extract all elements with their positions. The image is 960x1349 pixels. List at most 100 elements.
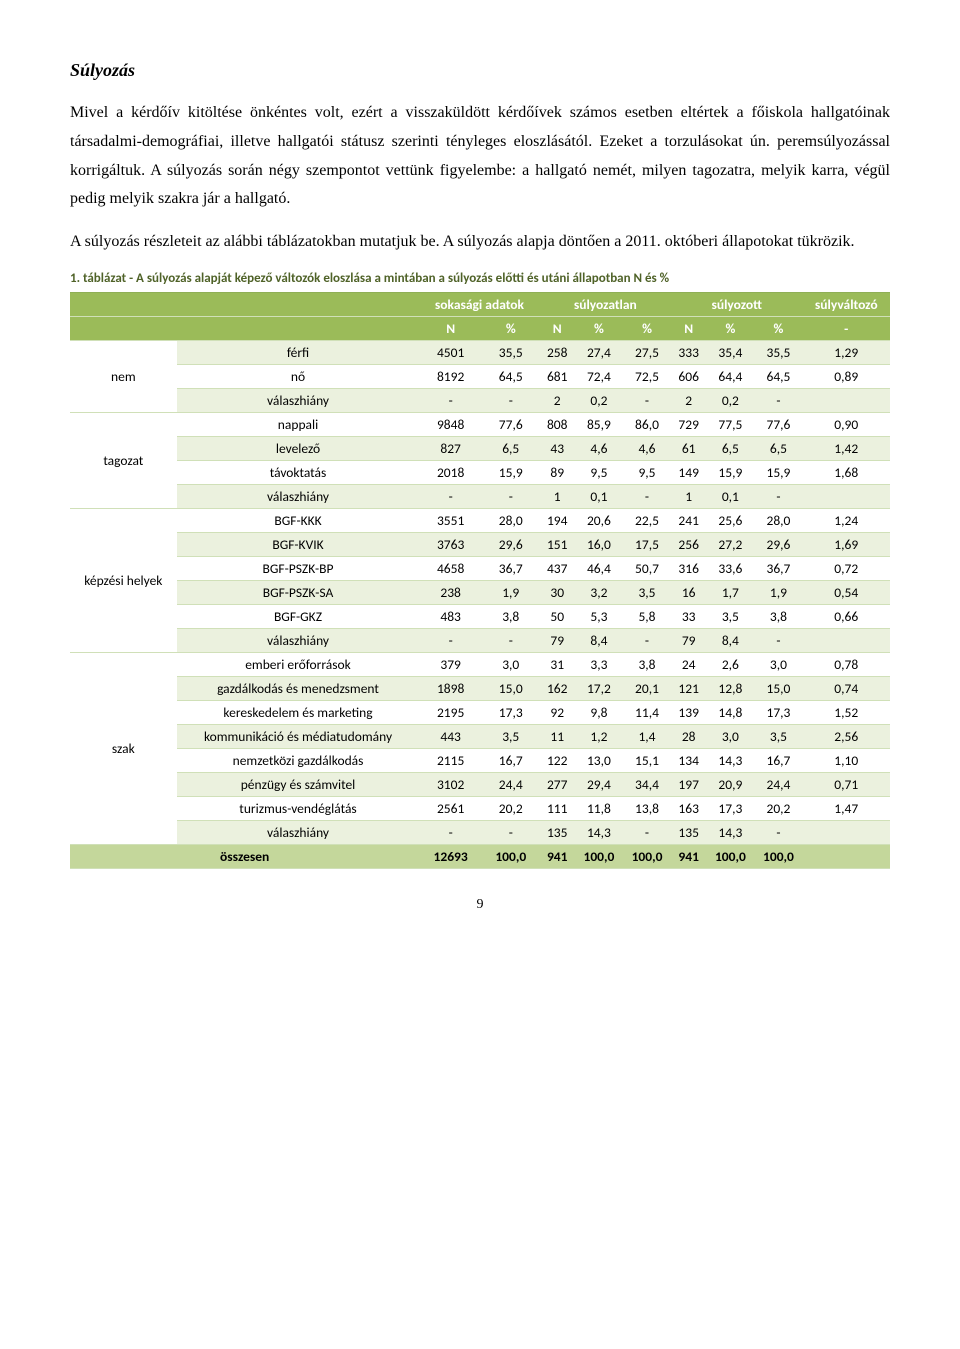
cell: 2561: [419, 796, 482, 820]
total-cell: 12693: [419, 844, 482, 868]
cell: 36,7: [482, 556, 540, 580]
row-label: BGF-KVIK: [177, 532, 420, 556]
table-row: gazdálkodás és menedzsment189815,016217,…: [70, 676, 890, 700]
cell: [802, 388, 890, 412]
table-row: levelező8276,5434,64,6616,56,51,42: [70, 436, 890, 460]
cell: 17,3: [706, 796, 754, 820]
cell: -: [482, 628, 540, 652]
cell: -: [482, 484, 540, 508]
cell: 14,8: [706, 700, 754, 724]
cell: 20,9: [706, 772, 754, 796]
cell: 3,5: [706, 604, 754, 628]
cell: 29,6: [754, 532, 802, 556]
cell: 729: [671, 412, 706, 436]
cell: [802, 484, 890, 508]
table-row: válaszhiány--20,2-20,2-: [70, 388, 890, 412]
cell: 1,9: [754, 580, 802, 604]
table-row: kommunikáció és médiatudomány4433,5111,2…: [70, 724, 890, 748]
cell: 64,5: [754, 364, 802, 388]
cell: 1,29: [802, 340, 890, 364]
cell: 27,5: [623, 340, 671, 364]
cell: -: [623, 628, 671, 652]
cell: 1,10: [802, 748, 890, 772]
cell: 33,6: [706, 556, 754, 580]
cell: 15,0: [482, 676, 540, 700]
cell: 72,4: [575, 364, 623, 388]
cell: 6,5: [754, 436, 802, 460]
table-row: válaszhiány--13514,3-13514,3-: [70, 820, 890, 844]
row-label: nő: [177, 364, 420, 388]
row-label: BGF-PSZK-BP: [177, 556, 420, 580]
cell: 31: [540, 652, 575, 676]
table-row: szakemberi erőforrások3793,0313,33,8242,…: [70, 652, 890, 676]
cell: 3,5: [754, 724, 802, 748]
sub-N3: N: [671, 316, 706, 340]
cell: 30: [540, 580, 575, 604]
table-row: turizmus-vendéglátás256120,211111,813,81…: [70, 796, 890, 820]
row-label: gazdálkodás és menedzsment: [177, 676, 420, 700]
cell: 437: [540, 556, 575, 580]
cell: -: [754, 484, 802, 508]
table-row: nő819264,568172,472,560664,464,50,89: [70, 364, 890, 388]
cell: 50,7: [623, 556, 671, 580]
cell: 1,52: [802, 700, 890, 724]
cell: 27,4: [575, 340, 623, 364]
cell: -: [754, 388, 802, 412]
cell: 4501: [419, 340, 482, 364]
cell: 16,7: [482, 748, 540, 772]
header-blank2: [70, 316, 419, 340]
table-row: BGF-GKZ4833,8505,35,8333,53,80,66: [70, 604, 890, 628]
cell: 1: [540, 484, 575, 508]
row-group-nem: nem: [70, 340, 177, 412]
cell: 3,8: [623, 652, 671, 676]
cell: 1,9: [482, 580, 540, 604]
cell: 20,6: [575, 508, 623, 532]
header-sulyvaltozo: súlyváltozó: [802, 292, 890, 316]
cell: 197: [671, 772, 706, 796]
cell: -: [419, 628, 482, 652]
row-label: válaszhiány: [177, 820, 420, 844]
cell: 11,4: [623, 700, 671, 724]
total-row: összesen12693100,0941100,0100,0941100,01…: [70, 844, 890, 868]
cell: 11,8: [575, 796, 623, 820]
cell: 3,0: [482, 652, 540, 676]
cell: 1: [671, 484, 706, 508]
cell: 35,5: [482, 340, 540, 364]
row-label: válaszhiány: [177, 484, 420, 508]
table-row: nemzetközi gazdálkodás211516,712213,015,…: [70, 748, 890, 772]
cell: 72,5: [623, 364, 671, 388]
cell: 3,3: [575, 652, 623, 676]
cell: 1,4: [623, 724, 671, 748]
row-label: levelező: [177, 436, 420, 460]
total-cell: 100,0: [575, 844, 623, 868]
row-label: nemzetközi gazdálkodás: [177, 748, 420, 772]
cell: 6,5: [482, 436, 540, 460]
cell: 827: [419, 436, 482, 460]
paragraph-1: Mivel a kérdőív kitöltése önkéntes volt,…: [70, 99, 890, 214]
cell: 241: [671, 508, 706, 532]
row-label: férfi: [177, 340, 420, 364]
cell: 2018: [419, 460, 482, 484]
cell: 0,78: [802, 652, 890, 676]
cell: 28,0: [482, 508, 540, 532]
cell: -: [482, 388, 540, 412]
cell: 46,4: [575, 556, 623, 580]
cell: 77,6: [754, 412, 802, 436]
cell: 24,4: [754, 772, 802, 796]
cell: 3763: [419, 532, 482, 556]
cell: 379: [419, 652, 482, 676]
weighting-table: sokasági adatok súlyozatlan súlyozott sú…: [70, 292, 890, 869]
cell: 0,2: [575, 388, 623, 412]
cell: 16,0: [575, 532, 623, 556]
cell: 15,0: [754, 676, 802, 700]
row-label: nappali: [177, 412, 420, 436]
row-label: pénzügy és számvitel: [177, 772, 420, 796]
cell: 163: [671, 796, 706, 820]
cell: 3,0: [754, 652, 802, 676]
cell: 3,5: [482, 724, 540, 748]
cell: 15,1: [623, 748, 671, 772]
total-cell: [802, 844, 890, 868]
sub-N1: N: [419, 316, 482, 340]
table-row: távoktatás201815,9899,59,514915,915,91,6…: [70, 460, 890, 484]
cell: 35,5: [754, 340, 802, 364]
